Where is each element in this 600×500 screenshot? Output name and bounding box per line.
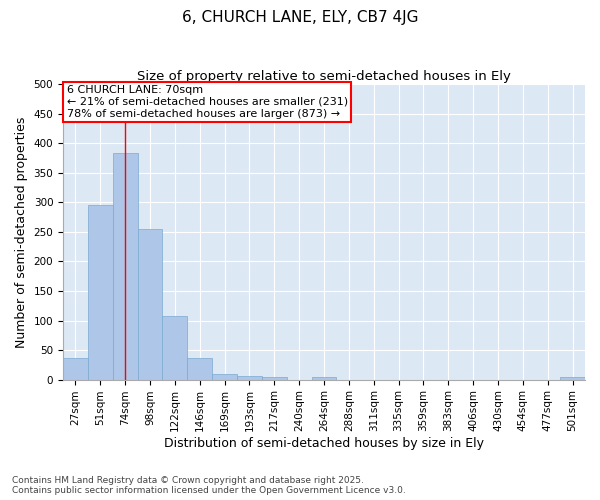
Text: 6 CHURCH LANE: 70sqm
← 21% of semi-detached houses are smaller (231)
78% of semi: 6 CHURCH LANE: 70sqm ← 21% of semi-detac… [67, 86, 348, 118]
Title: Size of property relative to semi-detached houses in Ely: Size of property relative to semi-detach… [137, 70, 511, 83]
Bar [237, 376, 262, 380]
Bar [63, 358, 88, 380]
Text: 6, CHURCH LANE, ELY, CB7 4JG: 6, CHURCH LANE, ELY, CB7 4JG [182, 10, 418, 25]
X-axis label: Distribution of semi-detached houses by size in Ely: Distribution of semi-detached houses by … [164, 437, 484, 450]
Bar [137, 229, 163, 380]
Text: Contains HM Land Registry data © Crown copyright and database right 2025.
Contai: Contains HM Land Registry data © Crown c… [12, 476, 406, 495]
Bar [311, 377, 337, 380]
Bar [187, 358, 212, 380]
Bar [560, 377, 585, 380]
Bar [212, 374, 237, 380]
Bar [163, 316, 187, 380]
Bar [88, 206, 113, 380]
Bar [113, 154, 137, 380]
Bar [262, 376, 287, 380]
Y-axis label: Number of semi-detached properties: Number of semi-detached properties [15, 116, 28, 348]
